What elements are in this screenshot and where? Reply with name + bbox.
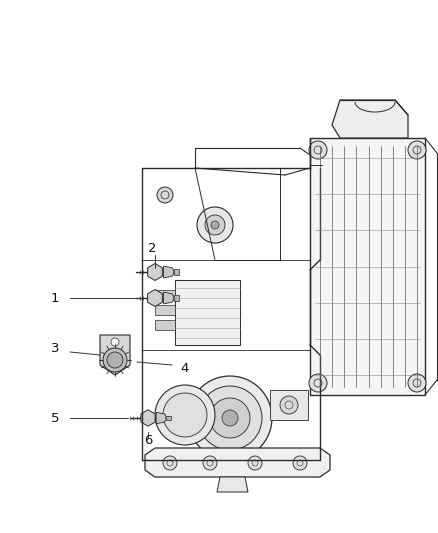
Text: 5: 5 [51,411,59,424]
Circle shape [280,396,298,414]
Polygon shape [100,335,130,375]
Circle shape [293,456,307,470]
Circle shape [210,398,250,438]
Polygon shape [155,305,175,315]
Circle shape [197,207,233,243]
Circle shape [309,141,327,159]
Text: 2: 2 [148,241,156,254]
Text: 3: 3 [51,342,59,354]
Circle shape [107,352,123,368]
Polygon shape [148,289,162,306]
Text: 1: 1 [51,292,59,304]
Polygon shape [174,270,179,274]
Polygon shape [175,280,240,345]
Circle shape [309,374,327,392]
Circle shape [408,141,426,159]
Polygon shape [148,263,162,280]
Polygon shape [141,410,155,426]
Polygon shape [310,138,425,395]
Circle shape [205,215,225,235]
Circle shape [157,187,173,203]
Circle shape [155,385,215,445]
Polygon shape [166,416,171,421]
Circle shape [103,348,127,372]
Circle shape [188,376,272,460]
Circle shape [163,393,207,437]
Polygon shape [155,320,175,330]
Text: 6: 6 [144,433,152,447]
Circle shape [198,386,262,450]
Polygon shape [163,292,174,304]
Text: 4: 4 [181,361,189,375]
Polygon shape [155,290,175,300]
Circle shape [211,221,219,229]
Circle shape [163,456,177,470]
Polygon shape [217,477,248,492]
Circle shape [408,374,426,392]
Polygon shape [156,412,166,424]
Polygon shape [145,448,330,477]
Polygon shape [163,266,174,278]
Polygon shape [270,390,308,420]
Circle shape [111,338,119,346]
Polygon shape [332,100,408,138]
Circle shape [222,410,238,426]
Circle shape [248,456,262,470]
Circle shape [203,456,217,470]
Polygon shape [174,295,179,301]
